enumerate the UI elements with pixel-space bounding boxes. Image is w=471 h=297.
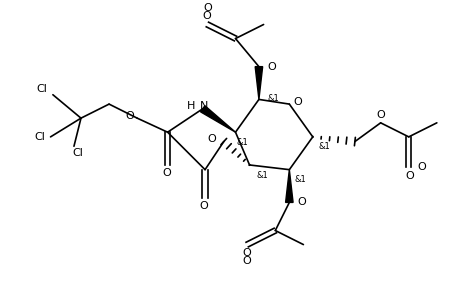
Text: Cl: Cl (72, 148, 83, 158)
Polygon shape (255, 67, 263, 99)
Text: O: O (242, 248, 251, 258)
Text: O: O (293, 97, 302, 107)
Text: O: O (200, 201, 209, 211)
Text: O: O (406, 171, 414, 181)
Text: &1: &1 (318, 142, 330, 151)
Text: Cl: Cl (34, 132, 45, 142)
Text: &1: &1 (268, 94, 279, 102)
Text: O: O (162, 168, 171, 178)
Text: N: N (200, 102, 208, 111)
Text: O: O (207, 134, 216, 144)
Polygon shape (201, 106, 236, 132)
Text: O: O (203, 3, 212, 13)
Text: O: O (202, 11, 211, 21)
Text: O: O (242, 256, 251, 266)
Text: &1: &1 (256, 171, 268, 180)
Text: O: O (268, 62, 276, 72)
Polygon shape (285, 170, 293, 203)
Text: O: O (126, 111, 135, 121)
Text: O: O (298, 198, 307, 207)
Text: O: O (417, 162, 426, 172)
Text: &1: &1 (236, 138, 248, 147)
Text: Cl: Cl (36, 84, 47, 94)
Text: H: H (187, 102, 196, 111)
Text: O: O (376, 110, 385, 120)
Text: &1: &1 (295, 175, 307, 184)
